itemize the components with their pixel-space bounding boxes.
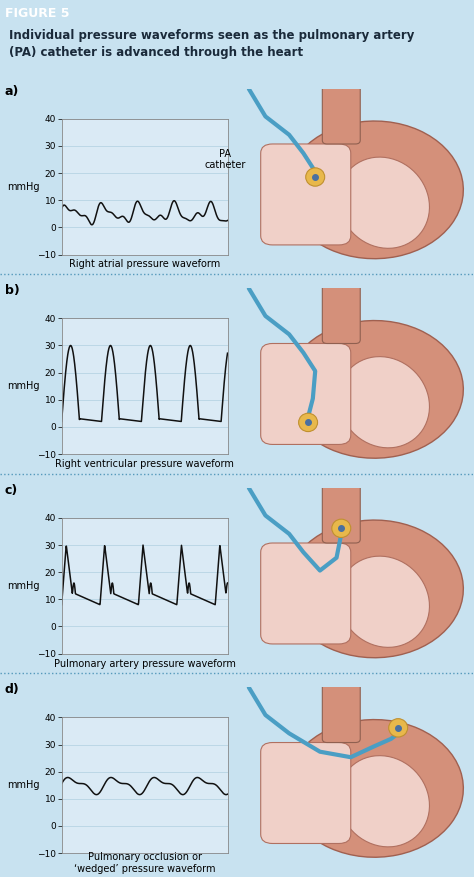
Text: mmHg: mmHg	[8, 182, 40, 192]
Ellipse shape	[286, 121, 463, 259]
Text: Individual pressure waveforms seen as the pulmonary artery
(PA) catheter is adva: Individual pressure waveforms seen as th…	[9, 29, 415, 59]
Ellipse shape	[306, 168, 325, 186]
Text: d): d)	[5, 683, 19, 696]
Text: PA
catheter: PA catheter	[204, 149, 246, 170]
Ellipse shape	[338, 357, 429, 448]
Ellipse shape	[338, 556, 429, 647]
Ellipse shape	[286, 520, 463, 658]
Text: mmHg: mmHg	[8, 581, 40, 591]
FancyBboxPatch shape	[322, 85, 360, 144]
Text: Right atrial pressure waveform: Right atrial pressure waveform	[69, 260, 220, 269]
FancyBboxPatch shape	[261, 543, 351, 644]
Ellipse shape	[338, 756, 429, 847]
FancyBboxPatch shape	[261, 344, 351, 445]
Text: mmHg: mmHg	[8, 781, 40, 790]
FancyBboxPatch shape	[261, 743, 351, 844]
Text: b): b)	[5, 284, 19, 297]
Text: Pulmonary occlusion or
‘wedged’ pressure waveform: Pulmonary occlusion or ‘wedged’ pressure…	[74, 852, 215, 873]
FancyBboxPatch shape	[322, 684, 360, 743]
Ellipse shape	[338, 157, 429, 248]
Text: mmHg: mmHg	[8, 381, 40, 391]
Text: Right ventricular pressure waveform: Right ventricular pressure waveform	[55, 459, 234, 469]
FancyBboxPatch shape	[322, 285, 360, 344]
Ellipse shape	[332, 519, 351, 538]
Text: c): c)	[5, 484, 18, 497]
FancyBboxPatch shape	[261, 144, 351, 245]
Ellipse shape	[389, 718, 408, 737]
Ellipse shape	[286, 720, 463, 857]
FancyBboxPatch shape	[322, 484, 360, 543]
Text: FIGURE 5: FIGURE 5	[5, 7, 69, 19]
Text: a): a)	[5, 85, 19, 98]
Ellipse shape	[299, 413, 318, 431]
Ellipse shape	[286, 321, 463, 458]
Text: Pulmonary artery pressure waveform: Pulmonary artery pressure waveform	[54, 659, 236, 668]
